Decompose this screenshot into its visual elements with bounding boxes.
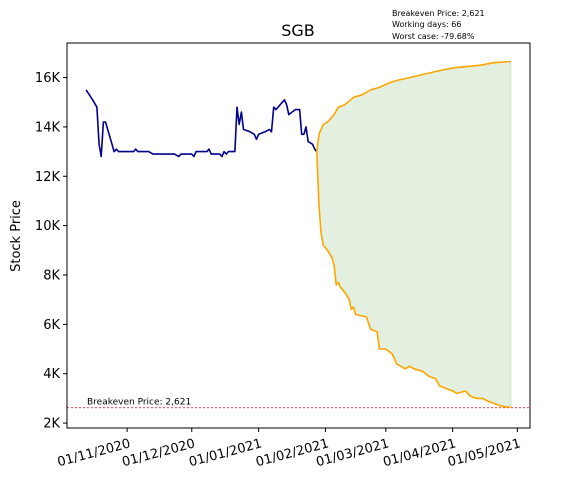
- lower-series-line: [316, 151, 511, 408]
- y-tick-label: 6K: [43, 318, 60, 333]
- y-tick-label: 10K: [35, 219, 61, 234]
- plot-frame: [66, 42, 531, 429]
- history-series-line: [85, 89, 318, 158]
- y-tick-label: 8K: [43, 268, 60, 283]
- working-days-note: Working days: 66: [392, 20, 461, 29]
- breakeven-note: Breakeven Price: 2,621: [392, 9, 485, 18]
- y-tick-label: 12K: [35, 170, 61, 185]
- worst-case-note: Worst case: -79.68%: [392, 32, 475, 41]
- chart-title: SGB: [281, 21, 315, 40]
- breakeven-line-label: Breakeven Price: 2,621: [87, 398, 191, 408]
- y-tick-label: 14K: [35, 120, 61, 135]
- y-tick-label: 16K: [35, 71, 61, 86]
- upper-series-line: [316, 60, 511, 152]
- y-tick-label: 2K: [43, 417, 60, 432]
- y-tick-label: 4K: [43, 367, 60, 382]
- y-axis-label: Stock Price: [9, 200, 24, 272]
